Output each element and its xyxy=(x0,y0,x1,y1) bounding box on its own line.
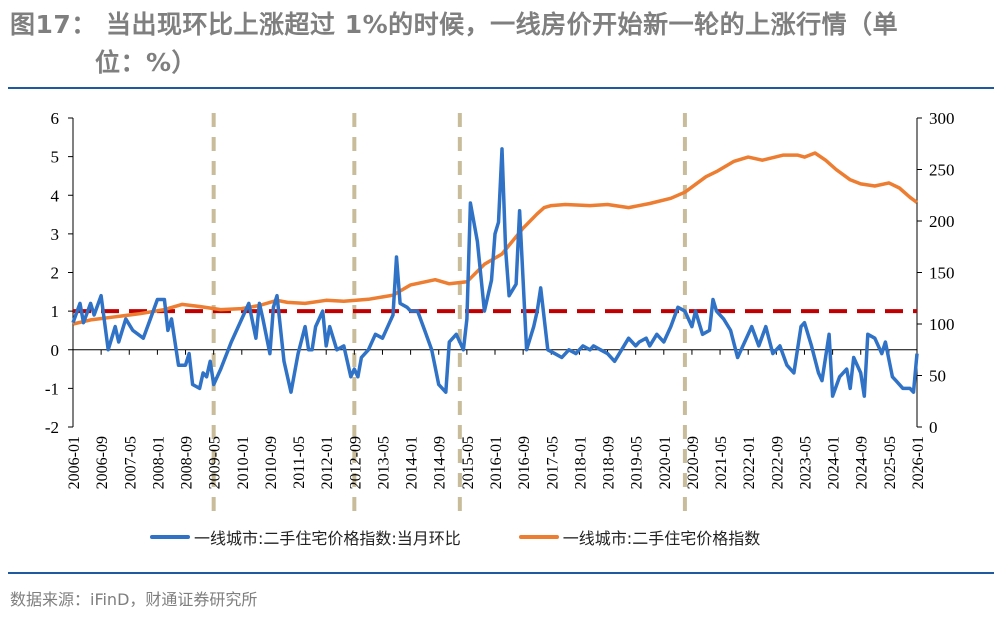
svg-text:2009-05: 2009-05 xyxy=(207,436,224,489)
svg-text:2022-09: 2022-09 xyxy=(769,436,786,489)
x-axis-labels: 2006-01 2006-09 2007-05 2008-01 2008-09 2009-… xyxy=(66,436,927,489)
svg-text:2015-05: 2015-05 xyxy=(460,436,477,489)
legend-swatch-mom xyxy=(150,535,190,539)
svg-text:1: 1 xyxy=(51,302,60,321)
top-rule xyxy=(8,87,994,89)
svg-text:2019-05: 2019-05 xyxy=(629,436,646,489)
svg-text:0: 0 xyxy=(51,341,60,360)
legend-swatch-index xyxy=(518,535,559,539)
svg-text:100: 100 xyxy=(929,315,955,334)
svg-text:2006-01: 2006-01 xyxy=(66,436,83,489)
svg-text:-2: -2 xyxy=(45,418,59,437)
legend-item-index: 一线城市:二手住宅价格指数 xyxy=(518,525,761,549)
svg-text:2006-09: 2006-09 xyxy=(94,436,111,489)
svg-text:300: 300 xyxy=(929,109,955,128)
svg-text:2008-01: 2008-01 xyxy=(150,436,167,489)
svg-text:2014-09: 2014-09 xyxy=(432,436,449,489)
svg-text:3: 3 xyxy=(51,225,60,244)
svg-text:2018-01: 2018-01 xyxy=(572,436,589,489)
vertical-marker-lines xyxy=(211,113,687,520)
svg-text:200: 200 xyxy=(929,212,955,231)
svg-text:2007-05: 2007-05 xyxy=(122,436,139,489)
svg-text:2022-01: 2022-01 xyxy=(741,436,758,489)
legend-label-mom: 一线城市:二手住宅价格指数:当月环比 xyxy=(194,529,461,548)
chart-title: 图17： 当出现环比上涨超过 1%的时候，一线房价开始新一轮的上涨行情（单 位：… xyxy=(10,6,995,82)
svg-text:2024-01: 2024-01 xyxy=(826,436,843,489)
svg-text:2010-01: 2010-01 xyxy=(235,436,252,489)
legend-item-mom: 一线城市:二手住宅价格指数:当月环比 xyxy=(150,525,461,549)
svg-text:-1: -1 xyxy=(45,379,59,398)
svg-text:2020-01: 2020-01 xyxy=(657,436,674,489)
svg-text:4: 4 xyxy=(51,186,60,205)
svg-text:2013-05: 2013-05 xyxy=(375,436,392,489)
svg-text:2012-09: 2012-09 xyxy=(347,436,364,489)
svg-text:50: 50 xyxy=(929,367,946,386)
svg-text:2021-05: 2021-05 xyxy=(713,436,730,489)
svg-text:2016-09: 2016-09 xyxy=(516,436,533,489)
svg-text:2011-05: 2011-05 xyxy=(291,436,308,489)
svg-text:5: 5 xyxy=(51,148,60,167)
svg-text:2016-01: 2016-01 xyxy=(488,436,505,489)
svg-text:2020-09: 2020-09 xyxy=(685,436,702,489)
svg-text:150: 150 xyxy=(929,264,955,283)
svg-text:2012-01: 2012-01 xyxy=(319,436,336,489)
mom-series-line xyxy=(71,147,919,398)
svg-text:6: 6 xyxy=(51,109,60,128)
axes: -2 -1 0 1 2 3 4 5 6 0 50 100 150 200 250 300 xyxy=(45,109,955,437)
svg-text:2018-09: 2018-09 xyxy=(601,436,618,489)
legend-label-index: 一线城市:二手住宅价格指数 xyxy=(562,529,761,548)
svg-text:2025-05: 2025-05 xyxy=(882,436,899,489)
svg-text:0: 0 xyxy=(929,418,938,437)
svg-text:2008-09: 2008-09 xyxy=(179,436,196,489)
title-line-1: 图17： 当出现环比上涨超过 1%的时候，一线房价开始新一轮的上涨行情（单 xyxy=(10,10,899,39)
svg-text:2: 2 xyxy=(51,264,60,283)
svg-text:2024-09: 2024-09 xyxy=(854,436,871,489)
svg-text:2010-09: 2010-09 xyxy=(263,436,280,489)
svg-text:250: 250 xyxy=(929,161,955,180)
svg-text:2026-01: 2026-01 xyxy=(910,436,927,489)
title-line-2: 位：%） xyxy=(95,48,198,77)
svg-text:2017-05: 2017-05 xyxy=(544,436,561,489)
svg-text:2023-05: 2023-05 xyxy=(797,436,814,489)
source-note: 数据来源：iFinD，财通证券研究所 xyxy=(10,590,258,609)
svg-text:2014-01: 2014-01 xyxy=(404,436,421,489)
legend: 一线城市:二手住宅价格指数:当月环比 一线城市:二手住宅价格指数 xyxy=(150,525,910,549)
bottom-rule xyxy=(8,572,994,574)
